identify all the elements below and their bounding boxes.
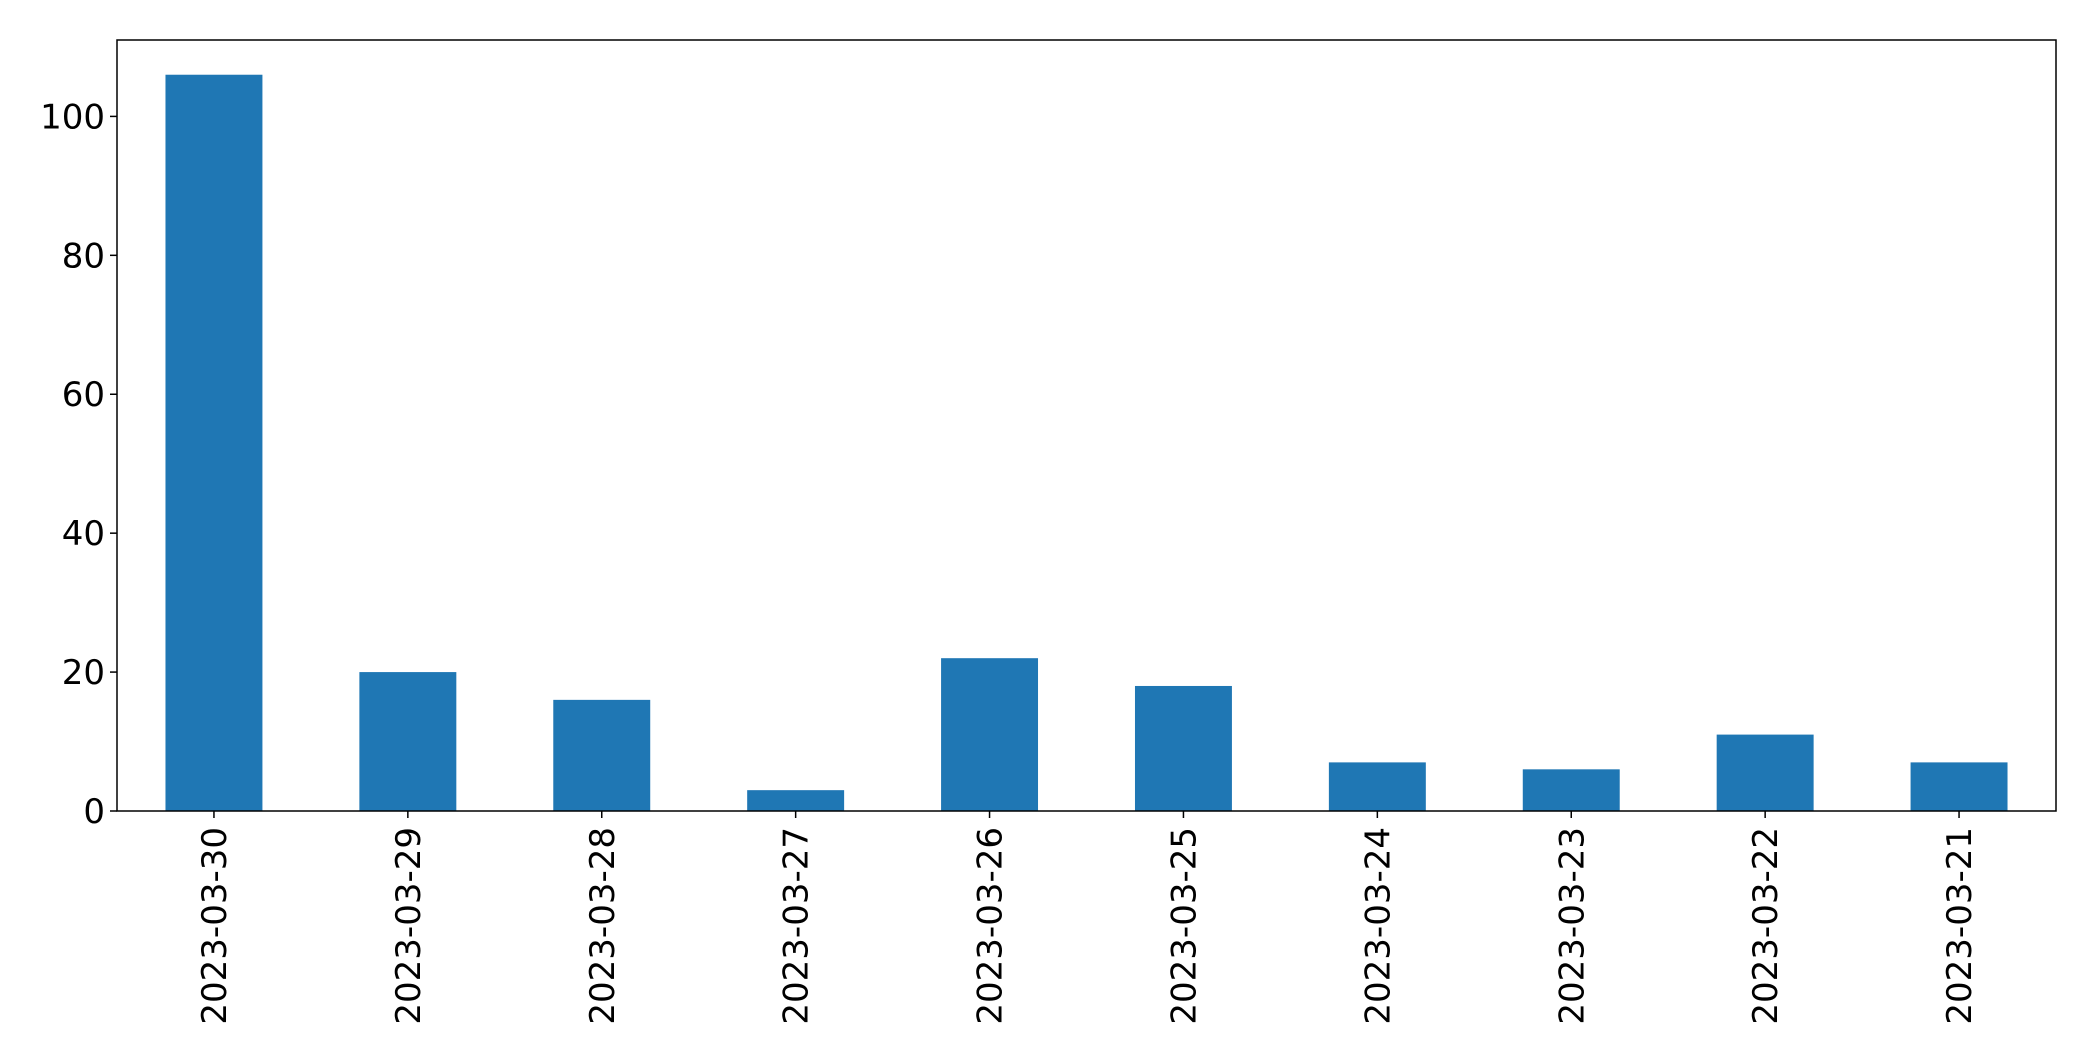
x-tick-label: 2023-03-25	[1164, 827, 1204, 1025]
plot-frame	[116, 39, 2057, 812]
bar-2023-03-24	[1328, 762, 1426, 811]
bar-2023-03-22	[1716, 734, 1814, 811]
x-tick-label: 2023-03-23	[1552, 827, 1592, 1025]
bar-2023-03-23	[1522, 769, 1620, 811]
bar-2023-03-26	[941, 658, 1039, 811]
y-tick-label: 20	[62, 653, 105, 693]
y-tick-label: 40	[62, 514, 105, 554]
bar-2023-03-27	[747, 790, 845, 811]
y-tick-label: 0	[83, 792, 105, 832]
x-tick-label: 2023-03-22	[1746, 827, 1786, 1025]
x-axis: 2023-03-30 2023-03-29 2023-03-28 2023-03-27…	[195, 811, 1980, 1025]
x-tick-label: 2023-03-28	[583, 827, 623, 1025]
x-tick-label: 2023-03-27	[777, 827, 817, 1025]
x-tick-label: 2023-03-24	[1358, 827, 1398, 1025]
x-tick-label: 2023-03-30	[195, 827, 235, 1025]
x-tick-label: 2023-03-26	[971, 827, 1011, 1025]
bars-group	[165, 74, 2008, 811]
y-tick-label: 60	[62, 375, 105, 415]
x-tick-label: 2023-03-21	[1940, 827, 1980, 1025]
bar-2023-03-21	[1910, 762, 2008, 811]
bar-2023-03-29	[359, 672, 457, 811]
bar-2023-03-25	[1134, 685, 1232, 811]
y-tick-label: 80	[62, 236, 105, 276]
bar-2023-03-30	[165, 74, 263, 811]
y-tick-label: 100	[40, 97, 105, 137]
bar-2023-03-28	[553, 699, 651, 811]
y-axis: 0 20 40 60 80 100	[40, 97, 117, 832]
x-tick-label: 2023-03-29	[389, 827, 429, 1025]
